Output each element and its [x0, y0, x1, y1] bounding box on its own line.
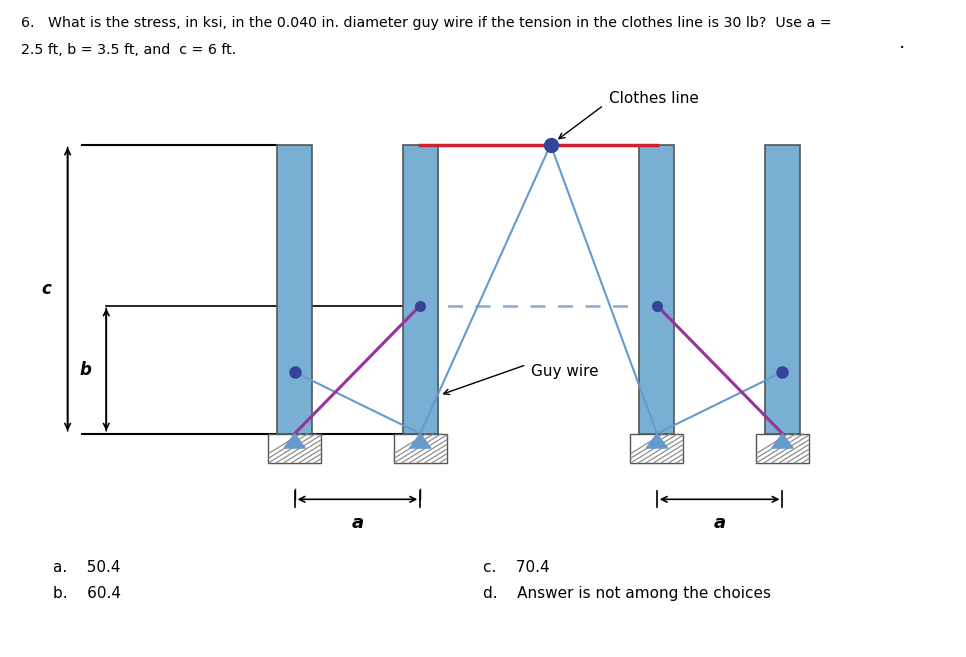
- Bar: [394, 434, 446, 463]
- Text: c.    70.4: c. 70.4: [483, 560, 550, 575]
- Text: b: b: [79, 361, 91, 378]
- Bar: [756, 434, 810, 463]
- Bar: [403, 145, 438, 434]
- Text: 2.5 ft, b = 3.5 ft, and  c = 6 ft.: 2.5 ft, b = 3.5 ft, and c = 6 ft.: [21, 43, 237, 57]
- Text: Guy wire: Guy wire: [531, 364, 599, 378]
- Text: .: .: [898, 33, 904, 52]
- Polygon shape: [646, 434, 668, 448]
- Text: a: a: [352, 514, 363, 532]
- Text: d.    Answer is not among the choices: d. Answer is not among the choices: [483, 586, 771, 601]
- Bar: [765, 145, 800, 434]
- Text: 6.   What is the stress, in ksi, in the 0.040 in. diameter guy wire if the tensi: 6. What is the stress, in ksi, in the 0.…: [21, 16, 832, 30]
- Polygon shape: [772, 434, 793, 448]
- Text: a: a: [714, 514, 725, 532]
- Bar: [639, 145, 674, 434]
- Polygon shape: [410, 434, 431, 448]
- Polygon shape: [284, 434, 305, 448]
- Text: c: c: [42, 280, 51, 298]
- Bar: [631, 434, 684, 463]
- Bar: [269, 434, 321, 463]
- Bar: [277, 145, 312, 434]
- Text: a.    50.4: a. 50.4: [53, 560, 121, 575]
- Text: b.    60.4: b. 60.4: [53, 586, 121, 601]
- Text: Clothes line: Clothes line: [609, 91, 698, 106]
